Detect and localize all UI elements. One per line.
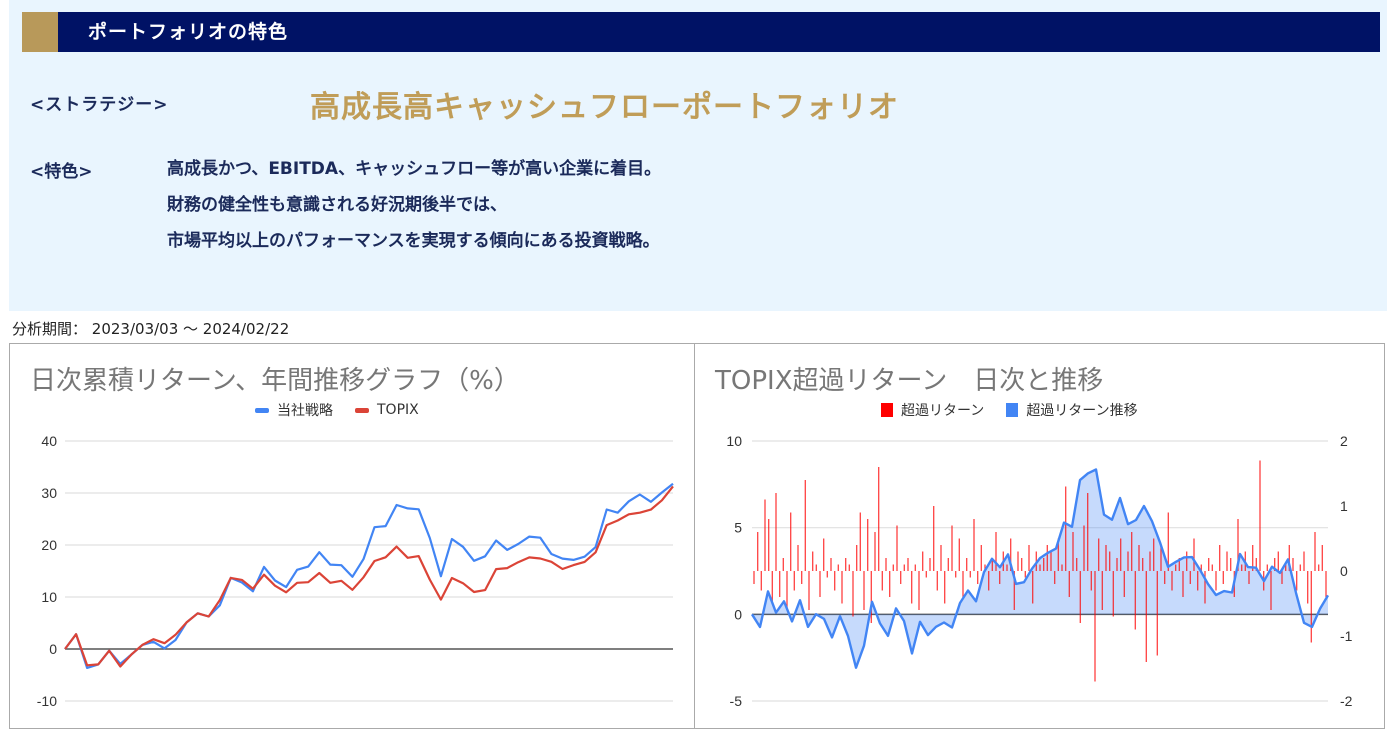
analysis-period: 分析期間： 2023/03/03 ～ 2024/02/22: [12, 318, 289, 339]
series-line: [63, 485, 674, 668]
legend-swatch-blue-icon: [255, 407, 269, 413]
chart-legend: 超過リターン 超過リターン推移: [881, 400, 1152, 420]
legend-label: 当社戦略: [277, 403, 333, 419]
section-title: ポートフォリオの特色: [88, 21, 289, 43]
chart-legend: 当社戦略 TOPIX: [255, 400, 433, 420]
period-value: 2023/03/03 ～ 2024/02/22: [91, 320, 290, 338]
y-tick-label: 0: [49, 641, 57, 657]
y-tick-label-right: 2: [1340, 433, 1348, 449]
legend-item-strategy[interactable]: 当社戦略: [255, 400, 333, 420]
legend-label: 超過リターン推移: [1026, 403, 1138, 419]
legend-item-excess-trend[interactable]: 超過リターン推移: [1006, 400, 1138, 420]
legend-label: 超過リターン: [901, 403, 985, 419]
legend-swatch-red-icon: [355, 407, 369, 413]
cumulative-return-chart: 日次累積リターン、年間推移グラフ（%） 当社戦略 TOPIX 40 30 20 10 0…: [9, 343, 695, 729]
legend-swatch-blue-icon: [1006, 403, 1019, 417]
y-tick-label-right: 0: [1340, 563, 1348, 579]
y-tick-label-right: -2: [1340, 693, 1353, 709]
trend-line: [750, 467, 1329, 669]
y-tick-label: 30: [41, 485, 57, 501]
y-tick-label-right: 1: [1340, 498, 1348, 514]
y-tick-label: 40: [41, 433, 57, 449]
strategy-label: <ストラテジー>: [30, 95, 169, 115]
y-tick-label: -10: [36, 693, 56, 709]
y-tick-label-right: -1: [1340, 628, 1353, 644]
features-label: <特色>: [30, 162, 93, 182]
legend-item-excess-return[interactable]: 超過リターン: [881, 400, 984, 420]
chart-title: TOPIX超過リターン 日次と推移: [715, 366, 1104, 396]
legend-swatch-red-icon: [881, 403, 893, 417]
legend-label: TOPIX: [377, 402, 419, 418]
feature-line: 高成長かつ、EBITDA、キャッシュフロー等が高い企業に着目。: [167, 159, 662, 179]
legend-item-topix[interactable]: TOPIX: [355, 402, 419, 418]
strategy-name: 高成長高キャッシュフローポートフォリオ: [310, 90, 899, 125]
y-tick-label-left: 10: [726, 433, 742, 449]
period-label: 分析期間：: [12, 320, 88, 338]
line-chart-plot: 40 30 20 10 0 -10: [36, 433, 674, 709]
y-tick-label-left: 0: [734, 606, 742, 622]
header-accent-block: [22, 12, 58, 52]
y-tick-label-left: -5: [729, 693, 742, 709]
y-tick-label: 10: [41, 589, 57, 605]
features-description: 高成長かつ、EBITDA、キャッシュフロー等が高い企業に着目。 財務の健全性も意…: [167, 157, 661, 265]
section-header: ポートフォリオの特色: [22, 12, 1380, 52]
feature-line: 財務の健全性も意識される好況期後半では、: [167, 195, 507, 215]
excess-return-chart: TOPIX超過リターン 日次と推移 超過リターン 超過リターン推移 10 5 0 -5…: [694, 343, 1385, 729]
y-tick-label: 20: [41, 537, 57, 553]
series-line: [63, 482, 674, 669]
y-tick-label-left: 5: [734, 519, 742, 535]
chart-title: 日次累積リターン、年間推移グラフ（%）: [30, 366, 520, 396]
feature-line: 市場平均以上のパフォーマンスを実現する傾向にある投資戦略。: [167, 231, 660, 251]
